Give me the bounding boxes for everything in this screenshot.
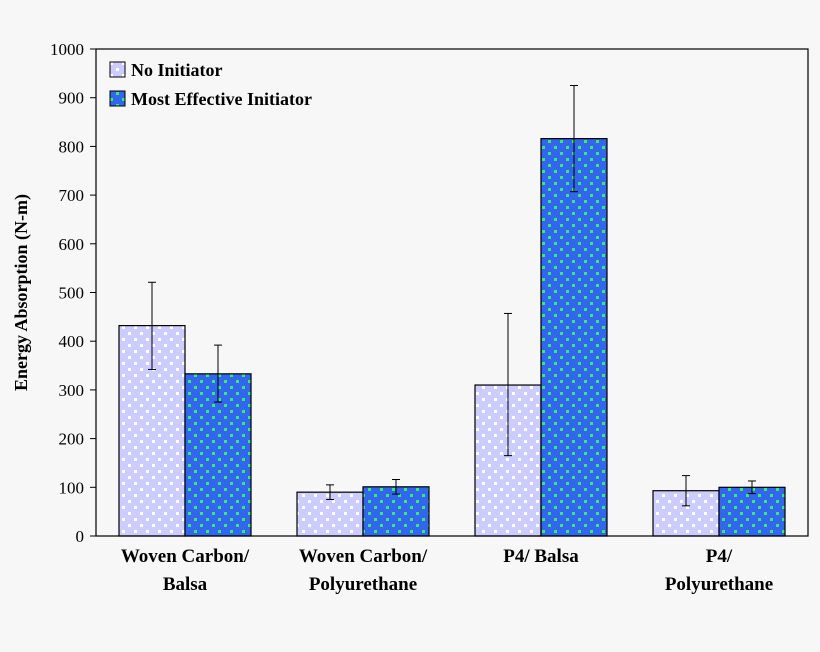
x-category-label: Polyurethane xyxy=(309,574,417,595)
bar-most-effective-initiator-3 xyxy=(718,486,786,537)
y-tick-label: 500 xyxy=(59,284,85,303)
y-tick-label: 100 xyxy=(59,478,85,497)
y-tick-label: 200 xyxy=(59,430,85,449)
legend-swatch xyxy=(109,61,126,78)
x-category-label: P4/ xyxy=(706,546,733,567)
y-tick-label: 600 xyxy=(59,235,85,254)
bar-most-effective-initiator-1 xyxy=(362,486,430,537)
x-category-label: Woven Carbon/ xyxy=(299,546,428,567)
y-tick-label: 1000 xyxy=(50,40,84,59)
x-category-label: Polyurethane xyxy=(665,574,773,595)
y-tick-label: 300 xyxy=(59,381,85,400)
x-category-label: Woven Carbon/ xyxy=(121,546,250,567)
legend-label: No Initiator xyxy=(131,60,223,80)
y-tick-label: 400 xyxy=(59,332,85,351)
legend-label: Most Effective Initiator xyxy=(131,89,312,109)
bar-most-effective-initiator-2 xyxy=(540,138,608,537)
y-tick-label: 700 xyxy=(59,186,85,205)
x-category-label: P4/ Balsa xyxy=(503,546,579,567)
x-category-label: Balsa xyxy=(163,574,208,595)
legend-swatch xyxy=(109,90,126,107)
y-tick-label: 900 xyxy=(59,89,85,108)
y-tick-label: 800 xyxy=(59,137,85,156)
y-axis-title: Energy Absorption (N-m) xyxy=(11,194,32,391)
y-tick-label: 0 xyxy=(76,527,85,546)
